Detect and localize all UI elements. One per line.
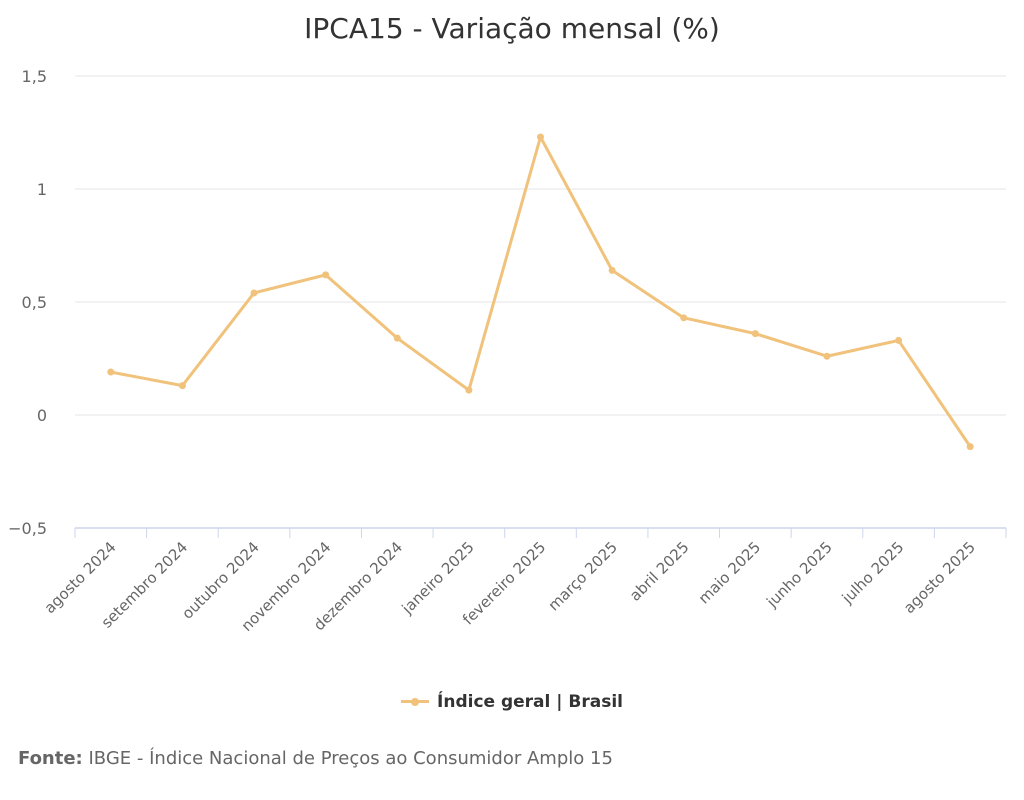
y-tick-label: 1	[37, 180, 47, 199]
source-note: Fonte: IBGE - Índice Nacional de Preços …	[18, 748, 613, 769]
data-point	[393, 334, 401, 342]
data-point	[966, 443, 974, 451]
data-point	[823, 352, 831, 360]
legend-dot	[411, 697, 420, 706]
y-tick-label: −0,5	[8, 519, 47, 538]
x-tick-label: abril 2025	[626, 538, 693, 605]
y-axis-labels: −0,5 0 0,5 1 1,5	[8, 67, 47, 538]
x-tick-label: junho 2025	[762, 538, 835, 611]
x-tick-label: julho 2025	[838, 538, 908, 608]
data-point	[322, 271, 330, 279]
data-point	[680, 314, 688, 322]
data-point	[465, 386, 473, 394]
data-point	[107, 368, 115, 376]
source-label: Fonte:	[18, 748, 83, 769]
x-axis	[74, 527, 1007, 538]
legend-line-marker	[401, 697, 430, 706]
y-tick-label: 0	[37, 406, 47, 425]
legend-item-indice-geral[interactable]: Índice geral | Brasil	[401, 692, 623, 712]
x-tick-label: maio 2025	[695, 538, 764, 607]
grid-lines	[75, 75, 1006, 416]
data-point	[895, 336, 903, 344]
data-point	[537, 133, 544, 141]
x-tick-label: março 2025	[545, 538, 621, 614]
x-tick-label: agosto 2024	[41, 538, 120, 617]
x-tick-label: janeiro 2025	[398, 538, 478, 618]
data-point	[178, 382, 186, 390]
x-tick-label: agosto 2025	[900, 538, 979, 617]
chart-title: IPCA15 - Variação mensal (%)	[304, 12, 720, 45]
series-layer	[107, 133, 974, 451]
data-point	[608, 266, 616, 274]
data-point	[250, 289, 258, 297]
source-text: IBGE - Índice Nacional de Preços ao Cons…	[88, 748, 613, 769]
legend-label: Índice geral | Brasil	[437, 691, 623, 712]
legend: Índice geral | Brasil	[0, 688, 1024, 712]
y-tick-label: 1,5	[22, 67, 47, 86]
data-point	[751, 330, 759, 338]
series-line	[109, 135, 972, 449]
y-tick-label: 0,5	[22, 293, 47, 312]
